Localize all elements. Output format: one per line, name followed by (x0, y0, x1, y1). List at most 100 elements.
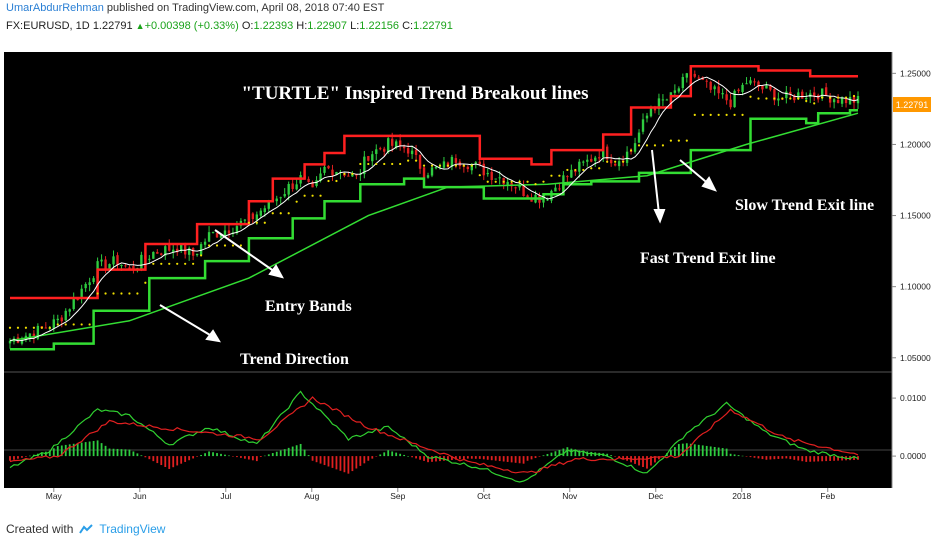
histogram-bar (482, 456, 485, 460)
price-axis[interactable] (892, 52, 932, 502)
fast-exit-arrow (651, 149, 660, 215)
candle (605, 146, 609, 160)
candle (721, 93, 724, 95)
candle (641, 119, 645, 132)
histogram-bar (120, 449, 123, 457)
histogram-bar (48, 450, 51, 457)
candle (112, 256, 115, 265)
candle (840, 97, 844, 104)
chart-title: "TURTLE" Inspired Trend Breakout lines (241, 83, 588, 104)
entry-band-dot (614, 160, 617, 163)
candle (518, 184, 521, 188)
histogram-bar (168, 456, 171, 469)
last-price-tag-text: 1.22791 (896, 100, 929, 110)
candle (32, 333, 36, 338)
entry-band-dot (192, 262, 195, 265)
entry-band-dot (685, 139, 688, 142)
candle (677, 88, 681, 92)
candle (383, 148, 386, 152)
entry-band-dot (176, 262, 179, 265)
entry-band-dot (319, 194, 322, 197)
histogram-bar (144, 456, 147, 458)
candle (542, 199, 545, 203)
histogram-bar (232, 456, 234, 457)
entry-band-dot (40, 326, 43, 329)
histogram-bar (17, 456, 19, 459)
candle (164, 246, 167, 256)
entry-band-dot (574, 168, 577, 172)
candle (554, 187, 557, 192)
entry-band-dot (502, 180, 505, 183)
entry-band-dot (813, 102, 816, 105)
histogram-bar (387, 450, 390, 457)
symbol-legend: FX:EURUSD, 1D 1.22791 ▲+0.00398 (+0.33%)… (6, 20, 453, 32)
candle (761, 85, 764, 90)
candle (243, 219, 247, 221)
time-tick-label: May (46, 491, 63, 501)
candle (466, 166, 470, 170)
tradingview-link[interactable]: TradingView (99, 522, 166, 536)
entry-band-dot (836, 96, 840, 99)
histogram-bar (88, 441, 91, 457)
histogram-bar (829, 456, 832, 461)
histogram-bar (562, 448, 565, 457)
candle (279, 197, 282, 199)
histogram-bar (490, 456, 493, 461)
candle (474, 162, 477, 164)
entry-band-dot (797, 97, 800, 100)
candle (180, 243, 183, 252)
entry-band-dot (215, 244, 219, 247)
candle (223, 230, 227, 236)
candle (56, 318, 59, 321)
entry-band-dot (383, 162, 386, 166)
histogram-bar (705, 445, 708, 457)
entry-band-dot (104, 292, 107, 295)
candle (498, 177, 501, 179)
arrowhead-icon (205, 329, 221, 343)
candle (80, 288, 83, 299)
histogram-bar (737, 455, 740, 457)
histogram-bar (427, 456, 429, 463)
entry-band-dot (526, 180, 529, 183)
histogram-bar (116, 448, 119, 457)
histogram-bar (522, 456, 525, 464)
candle (856, 95, 860, 104)
time-tick-label: Feb (820, 491, 835, 501)
histogram-bar (395, 452, 398, 457)
candle (120, 264, 123, 266)
histogram-bar (128, 449, 131, 457)
candle (355, 174, 358, 176)
annotation-arrows (159, 149, 717, 343)
entry-band-dot (852, 94, 856, 98)
histogram-bar (454, 456, 457, 460)
candle (152, 251, 155, 259)
histogram-bar (228, 455, 230, 457)
histogram-bar (534, 456, 537, 459)
histogram-bar (650, 456, 652, 466)
histogram-bar (745, 456, 748, 457)
histogram-bar (733, 454, 736, 457)
candle (506, 181, 509, 185)
entry-band-dot (359, 162, 362, 166)
candle (347, 175, 350, 177)
histogram-bar (152, 456, 155, 462)
candle (745, 83, 748, 85)
candle (482, 163, 485, 176)
candle (598, 157, 601, 159)
histogram-bar (781, 456, 784, 459)
author-link[interactable]: UmarAbdurRehman (6, 2, 104, 14)
histogram-bar (622, 456, 625, 460)
candle (438, 166, 442, 168)
histogram-bar (240, 456, 242, 458)
histogram-bar (287, 447, 290, 457)
candle (227, 230, 231, 234)
entry-band-dot (693, 113, 696, 116)
candle (586, 159, 589, 162)
histogram-bar (582, 450, 585, 457)
candle (410, 150, 414, 155)
candle (168, 244, 171, 251)
entry-band-dot (48, 326, 51, 329)
candle (263, 208, 266, 213)
histogram-bar (399, 453, 402, 457)
